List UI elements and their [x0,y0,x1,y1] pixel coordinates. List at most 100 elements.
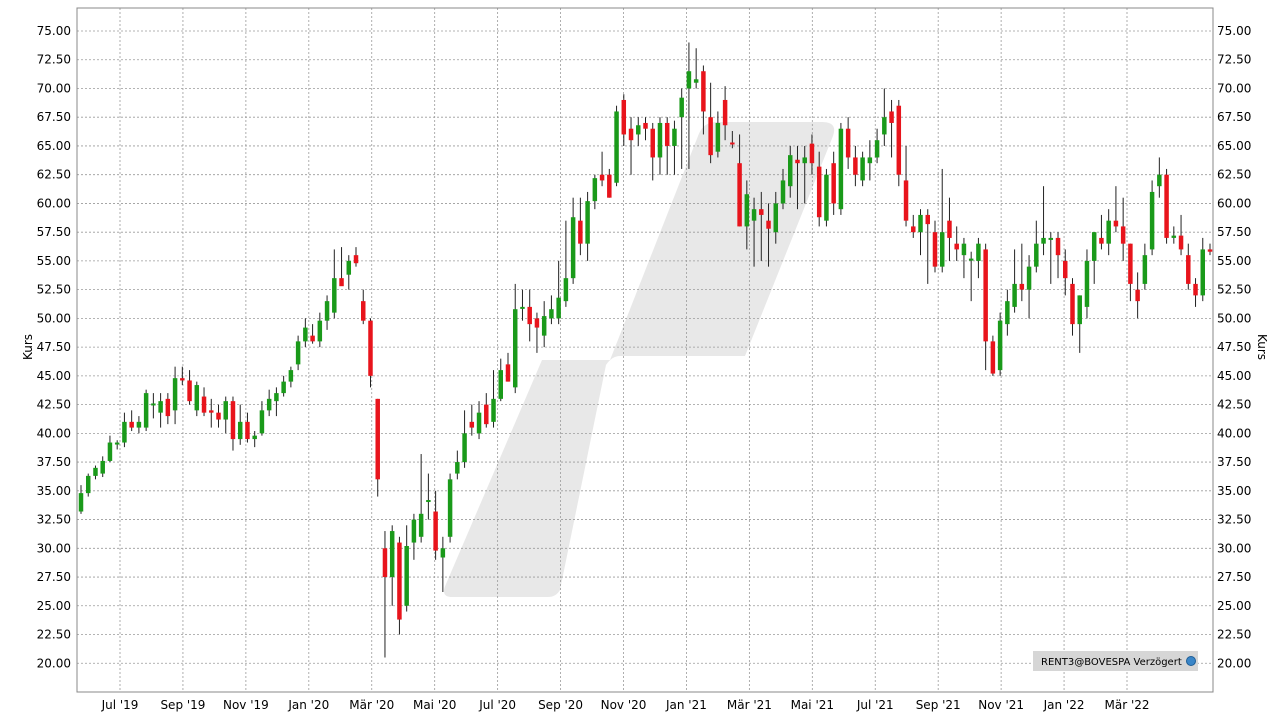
candle-body [860,157,865,181]
candle [151,393,156,419]
candle [85,473,91,497]
candle [520,289,525,321]
candle [657,117,663,175]
candle [1128,243,1133,302]
y-tick-label-right: 32.50 [1217,513,1251,527]
candle-body [1113,220,1119,227]
candle-body [889,111,894,123]
candle [968,251,974,302]
candle [527,289,532,342]
candle-body [1048,237,1054,240]
candle [476,401,482,440]
candle-body [129,421,134,428]
candle [672,120,677,175]
candle [1091,232,1097,284]
candle-body [201,396,207,413]
y-tick-label-left: 20.00 [37,656,71,670]
candle-body [679,97,684,118]
info-globe-icon [1186,656,1196,666]
candle-body [997,320,1003,371]
candle-body [114,442,120,445]
candle [809,134,815,175]
y-tick-label-right: 20.00 [1217,656,1251,670]
candle [874,128,880,164]
candle-body [1019,283,1025,290]
candle-body [151,403,156,406]
candle-body [389,531,395,578]
candle [838,122,844,215]
candle [621,94,627,146]
candle-body [469,421,475,428]
candle-body [303,327,308,342]
candle-body [614,111,619,183]
candle [650,122,655,181]
y-tick-label-left: 45.00 [37,369,71,383]
candle [469,404,475,436]
y-tick-label-right: 42.50 [1217,398,1251,412]
candle [512,283,518,394]
candle [686,42,692,169]
y-tick-label-right: 25.00 [1217,599,1251,613]
y-tick-label-left: 42.50 [37,398,71,412]
axes: 20.00 20.00 22.50 22.50 25.00 25.00 27.50 27.50… [37,7,1251,712]
candle-body [520,306,525,309]
y-tick-label-left: 40.00 [37,426,71,440]
y-tick-label-right: 50.00 [1217,311,1251,325]
x-tick-label: Nov '21 [978,698,1024,712]
y-tick-label-left: 65.00 [37,139,71,153]
candle [491,370,496,428]
candle-body [1171,235,1177,238]
candle [404,525,409,612]
y-tick-label-left: 37.50 [37,455,71,469]
candle [816,151,822,227]
candle [107,435,113,463]
x-tick-label: Jan '20 [287,698,329,712]
candle-body [882,117,887,135]
candle [896,99,902,187]
candle [1084,249,1090,319]
candle [534,312,540,353]
candle [216,404,221,428]
candle [693,48,699,89]
candle-body [107,442,113,461]
candle-body [549,309,554,319]
candle [288,366,294,388]
candle [730,131,735,149]
candle [1135,272,1140,319]
candle-body [245,421,250,440]
candle [1063,249,1068,296]
x-tick-label: Mär '20 [349,698,394,712]
candle [903,145,909,227]
candle-body [556,297,561,319]
candle-body [85,475,91,494]
candle [614,105,619,187]
y-tick-label-left: 22.50 [37,628,71,642]
candle [1164,168,1169,244]
x-tick-label: Mai '21 [791,698,834,712]
candle-body [288,370,294,382]
candle-body [831,163,836,204]
candle-body [1026,266,1032,290]
y-tick-label-right: 45.00 [1217,369,1251,383]
candle-body [440,548,446,558]
candle [556,260,561,325]
candle-body [433,511,438,551]
candle-body [534,318,540,328]
candle-body [853,157,858,175]
candle [802,145,807,204]
y-tick-label-right: 55.00 [1217,254,1251,268]
candle [180,366,185,386]
candle-body [1063,260,1068,279]
y-axis-label-left: Kurs [21,334,35,360]
candle [1099,214,1104,250]
candle-body [1207,249,1213,252]
candle [1193,278,1198,307]
candle [100,456,105,478]
y-tick-label-right: 52.50 [1217,283,1251,297]
candle-body [1091,232,1097,261]
candle [252,431,257,448]
y-tick-label-right: 67.50 [1217,110,1251,124]
candle [143,389,149,432]
candle-body [484,404,489,425]
